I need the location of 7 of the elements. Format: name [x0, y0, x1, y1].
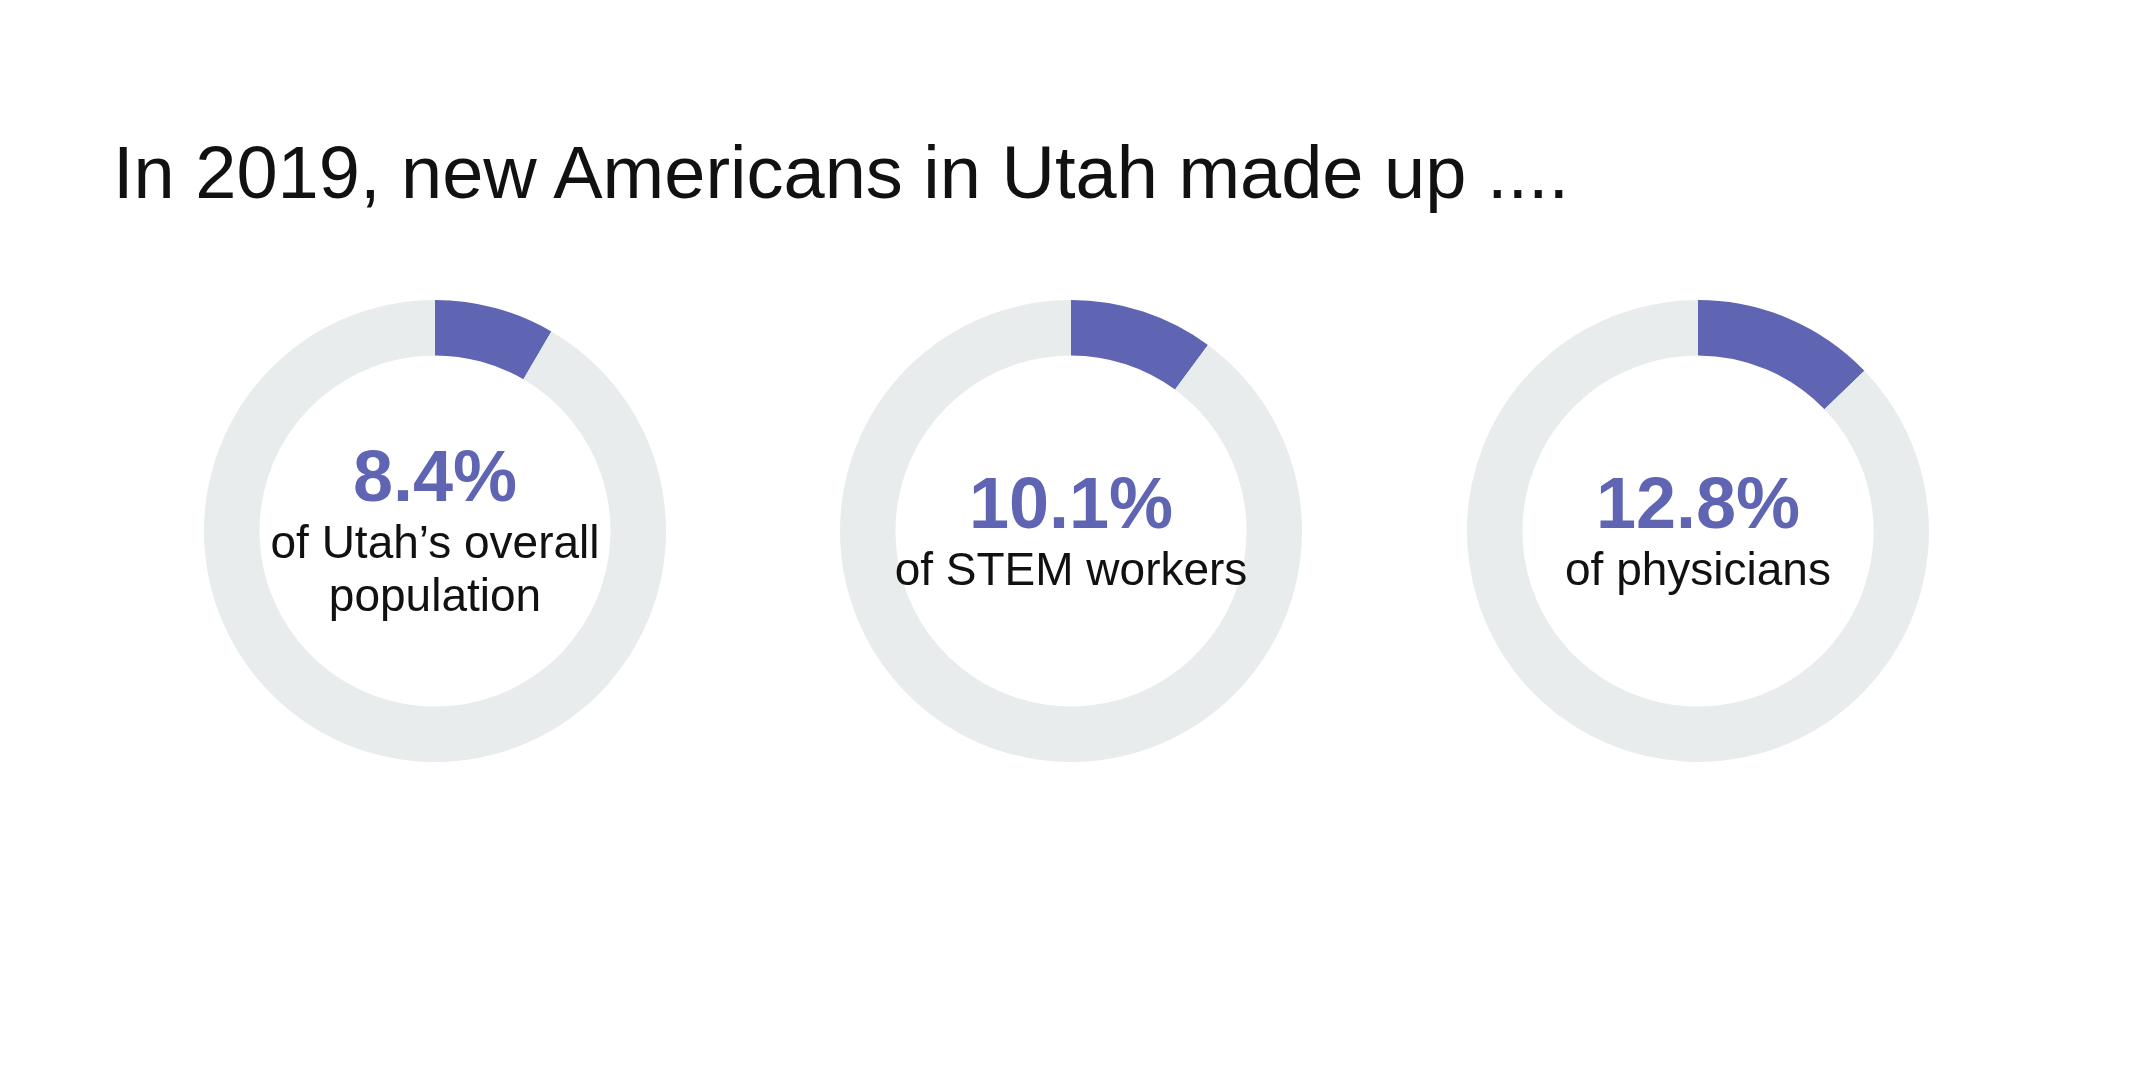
- data-label: 8.4%: [352, 436, 518, 517]
- slice-label: of Utah’s overall population: [269, 516, 601, 622]
- slice-label: of STEM workers: [894, 542, 1248, 596]
- data-label: 12.8%: [1595, 462, 1801, 543]
- text: In 2019, new Americans in Utah made up ....: [113, 130, 1570, 215]
- data-label: 10.1%: [968, 462, 1174, 543]
- slice-label: of physicians: [1565, 542, 1831, 596]
